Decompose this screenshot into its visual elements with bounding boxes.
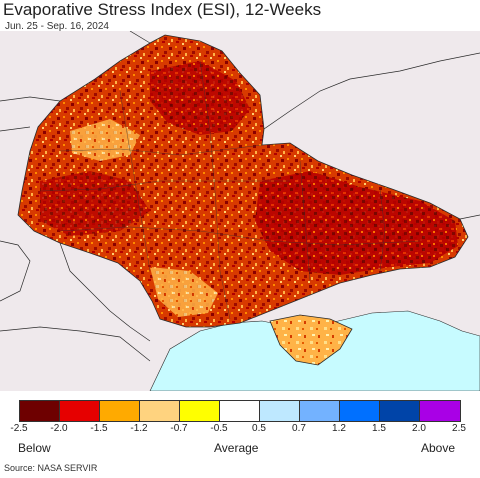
esi-map <box>0 31 480 391</box>
legend-color-bar <box>19 400 461 422</box>
legend-swatch <box>340 401 380 421</box>
legend-tick-label: 2.5 <box>452 423 466 434</box>
legend-below-label: Below <box>18 441 51 455</box>
legend-average-label: Average <box>214 441 259 455</box>
legend-tick-label: 0.5 <box>252 423 266 434</box>
legend-tick-label: -0.7 <box>170 423 188 434</box>
legend-tick-label: 2.0 <box>412 423 426 434</box>
legend-tick-label: -0.5 <box>210 423 228 434</box>
country-borders <box>0 31 480 362</box>
legend-swatch <box>220 401 260 421</box>
legend-tick-label: -1.2 <box>130 423 148 434</box>
date-range: Jun. 25 - Sep. 16, 2024 <box>5 21 109 32</box>
legend-swatch <box>420 401 460 421</box>
legend-swatch <box>180 401 220 421</box>
oblast-borders <box>39 60 421 320</box>
crimea <box>269 314 353 366</box>
map-title: Evaporative Stress Index (ESI), 12-Weeks <box>3 0 322 19</box>
legend-tick-label: 1.5 <box>372 423 386 434</box>
moderate-stress-south <box>150 267 218 317</box>
severe-stress-east <box>255 171 458 275</box>
severe-stress-west <box>40 171 150 236</box>
legend-swatch <box>20 401 60 421</box>
legend-swatch <box>60 401 100 421</box>
legend-tick-label: -2.5 <box>10 423 28 434</box>
legend-tick-label: -2.0 <box>50 423 68 434</box>
legend-tick-label: -1.5 <box>90 423 108 434</box>
legend-swatch <box>380 401 420 421</box>
legend-tick-label: 1.2 <box>332 423 346 434</box>
legend-swatch <box>260 401 300 421</box>
severe-stress-north <box>150 61 250 135</box>
source-credit: Source: NASA SERVIR <box>4 463 98 473</box>
legend-above-label: Above <box>421 441 456 455</box>
legend-tick-label: 0.7 <box>292 423 306 434</box>
legend-swatch <box>140 401 180 421</box>
legend-swatch <box>300 401 340 421</box>
moderate-stress-center <box>70 119 140 161</box>
legend-swatch <box>100 401 140 421</box>
